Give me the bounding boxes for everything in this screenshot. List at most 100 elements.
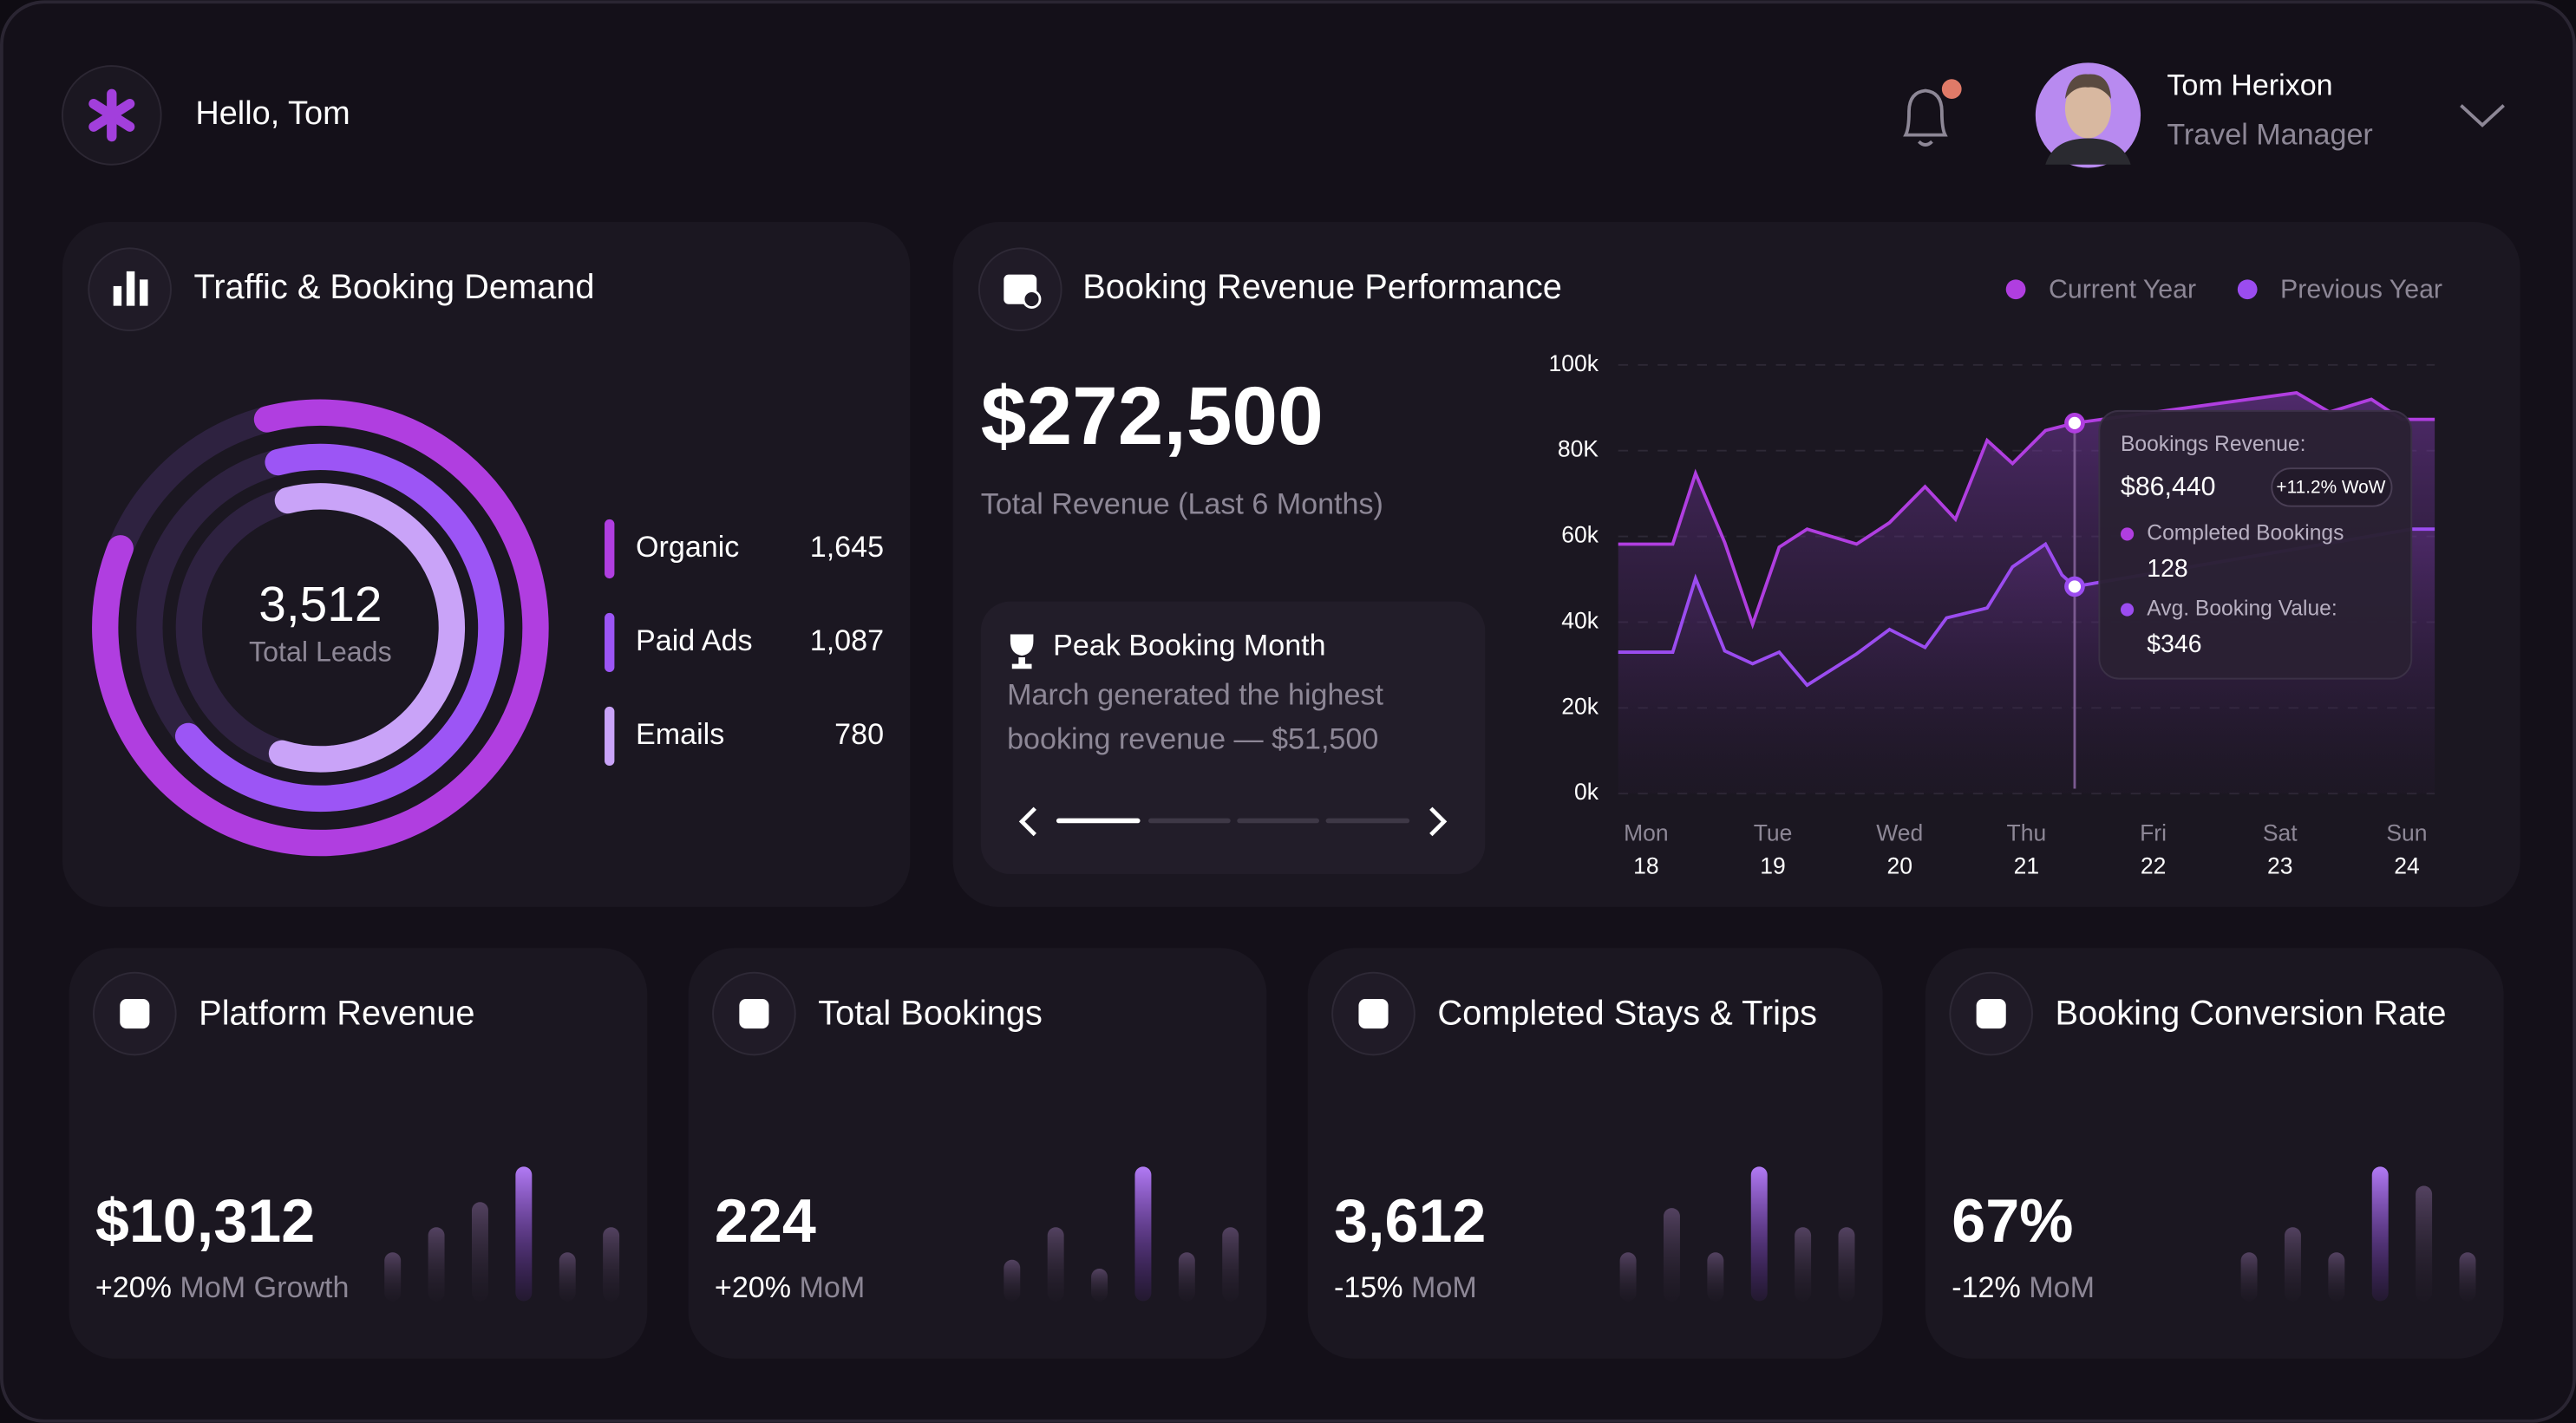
- mini-bar: [559, 1252, 576, 1302]
- total-revenue-label: Total Revenue (Last 6 Months): [981, 488, 1383, 521]
- x-tick-label: Sun: [2386, 820, 2427, 846]
- tooltip-dot: [2120, 603, 2135, 617]
- ring-arc: [268, 483, 466, 773]
- y-tick-label: 0k: [1574, 779, 1599, 805]
- donut-total-label: Total Leads: [249, 636, 392, 668]
- tooltip-label: Completed Bookings: [2147, 521, 2344, 545]
- series-line: [1618, 527, 2435, 688]
- tooltip-item-value: $346: [2147, 630, 2201, 658]
- mini-bar: [2328, 1252, 2345, 1302]
- change-label: MoM: [1411, 1271, 1477, 1304]
- x-tick-date: 20: [1886, 852, 1912, 878]
- x-tick-date: 19: [1760, 852, 1785, 878]
- y-tick-label: 80K: [1558, 436, 1599, 462]
- stat-change: +20% MoM: [715, 1271, 865, 1304]
- x-tick-label: Sat: [2263, 820, 2298, 846]
- mini-bar: [2459, 1252, 2476, 1302]
- bar-icon: [113, 271, 148, 306]
- logo-mark: [88, 88, 135, 142]
- mini-bar: [2371, 1166, 2389, 1302]
- donut-legend: Organic 1,645 Paid Ads 1,087 Emails 780: [605, 519, 884, 767]
- calendar-icon: [1004, 274, 1042, 309]
- stat-card: [1307, 948, 1883, 1359]
- x-tick-label: Thu: [2007, 820, 2047, 846]
- next-button[interactable]: [1429, 806, 1448, 837]
- change-label: MoM: [800, 1271, 866, 1304]
- legend-swatch: [605, 519, 615, 579]
- x-tick-date: 23: [2267, 852, 2292, 878]
- mini-bar: [1134, 1166, 1152, 1302]
- mini-bar: [1838, 1227, 1855, 1302]
- y-tick-label: 40k: [1561, 607, 1599, 633]
- mini-bar: [1178, 1252, 1195, 1302]
- slider-dot[interactable]: [1056, 818, 1141, 824]
- slider-dot[interactable]: [1237, 818, 1319, 824]
- x-tick-date: 24: [2394, 852, 2419, 878]
- y-tick-label: 60k: [1561, 522, 1599, 548]
- user-name: Tom Herixon: [2167, 69, 2332, 102]
- mini-bar: [1222, 1227, 1239, 1302]
- user-menu[interactable]: [2460, 104, 2505, 127]
- tooltip-badge: [2271, 467, 2393, 507]
- tooltip-value: $86,440: [2121, 473, 2216, 501]
- icon-glyph: [1976, 998, 2006, 1029]
- change-value: +20%: [715, 1271, 791, 1304]
- mini-bar: [1091, 1268, 1108, 1302]
- donut-total: 3,512: [258, 578, 382, 632]
- icon-glyph: [1358, 998, 1389, 1029]
- mini-bar: [603, 1227, 620, 1302]
- card-title: Platform Revenue: [199, 994, 474, 1032]
- legend-swatch: [605, 706, 615, 767]
- change-label: MoM: [2029, 1271, 2095, 1304]
- y-tick-label: 100k: [1549, 350, 1599, 376]
- tooltip-item-value: 128: [2147, 555, 2187, 583]
- series-line: [1618, 391, 2435, 630]
- legend-label: Previous Year: [2280, 276, 2442, 304]
- x-tick-date: 22: [2141, 852, 2166, 878]
- stat-card: [1925, 948, 2504, 1359]
- peak-title: Peak Booking Month: [1053, 630, 1325, 663]
- stat-change: +20% MoM Growth: [95, 1271, 350, 1304]
- prev-button[interactable]: [1018, 806, 1036, 837]
- mini-bar: [1047, 1227, 1064, 1302]
- slider-dot[interactable]: [1325, 818, 1410, 824]
- legend-label: Current Year: [2049, 276, 2196, 304]
- card-title: Total Bookings: [818, 994, 1043, 1032]
- donut-chart: [92, 399, 549, 857]
- card-title: Booking Conversion Rate: [2056, 994, 2447, 1032]
- stat-card: [688, 948, 1267, 1359]
- trophy-icon: [1010, 634, 1034, 669]
- user-role: Travel Manager: [2167, 119, 2372, 152]
- legend-label: Paid Ads: [636, 624, 753, 657]
- stat-change: -12% MoM: [1952, 1271, 2095, 1304]
- stat-cards: Platform Revenue$10,312+20% MoM GrowthTot…: [69, 948, 2504, 1359]
- stat-value: 224: [715, 1187, 816, 1255]
- mini-bar: [1619, 1252, 1637, 1302]
- mini-bar: [2240, 1252, 2258, 1302]
- change-value: +20%: [95, 1271, 172, 1304]
- mini-bar: [1707, 1252, 1724, 1302]
- avatar[interactable]: [2035, 62, 2141, 168]
- hover-point: [2064, 576, 2085, 597]
- x-tick-label: Wed: [1876, 820, 1923, 846]
- mini-bar: [1795, 1227, 1812, 1302]
- notification-bell[interactable]: [1903, 79, 1962, 147]
- tooltip-label: Avg. Booking Value:: [2147, 597, 2337, 621]
- slider-dot[interactable]: [1147, 818, 1231, 824]
- mini-bar: [1750, 1166, 1768, 1302]
- change-value: -15%: [1334, 1271, 1403, 1304]
- tooltip-badge-text: +11.2% WoW: [2276, 477, 2385, 497]
- card-title: Traffic & Booking Demand: [194, 268, 595, 306]
- legend-label: Organic: [636, 531, 739, 564]
- mini-bar: [1663, 1208, 1680, 1302]
- change-label: MoM Growth: [180, 1271, 349, 1304]
- legend-dot: [2005, 279, 2026, 300]
- ring-arc: [92, 399, 549, 857]
- hover-point: [2064, 413, 2085, 434]
- line-chart: 0k 20k 40k 60k 80K 100k Mon 18 Tue 19 Wed 20 Thu 21 Fr…: [1549, 276, 2443, 879]
- legend-value: 1,087: [810, 624, 884, 657]
- card-title: Booking Revenue Performance: [1082, 268, 1562, 306]
- total-revenue: $272,500: [981, 370, 1324, 462]
- y-tick-label: 20k: [1561, 693, 1599, 719]
